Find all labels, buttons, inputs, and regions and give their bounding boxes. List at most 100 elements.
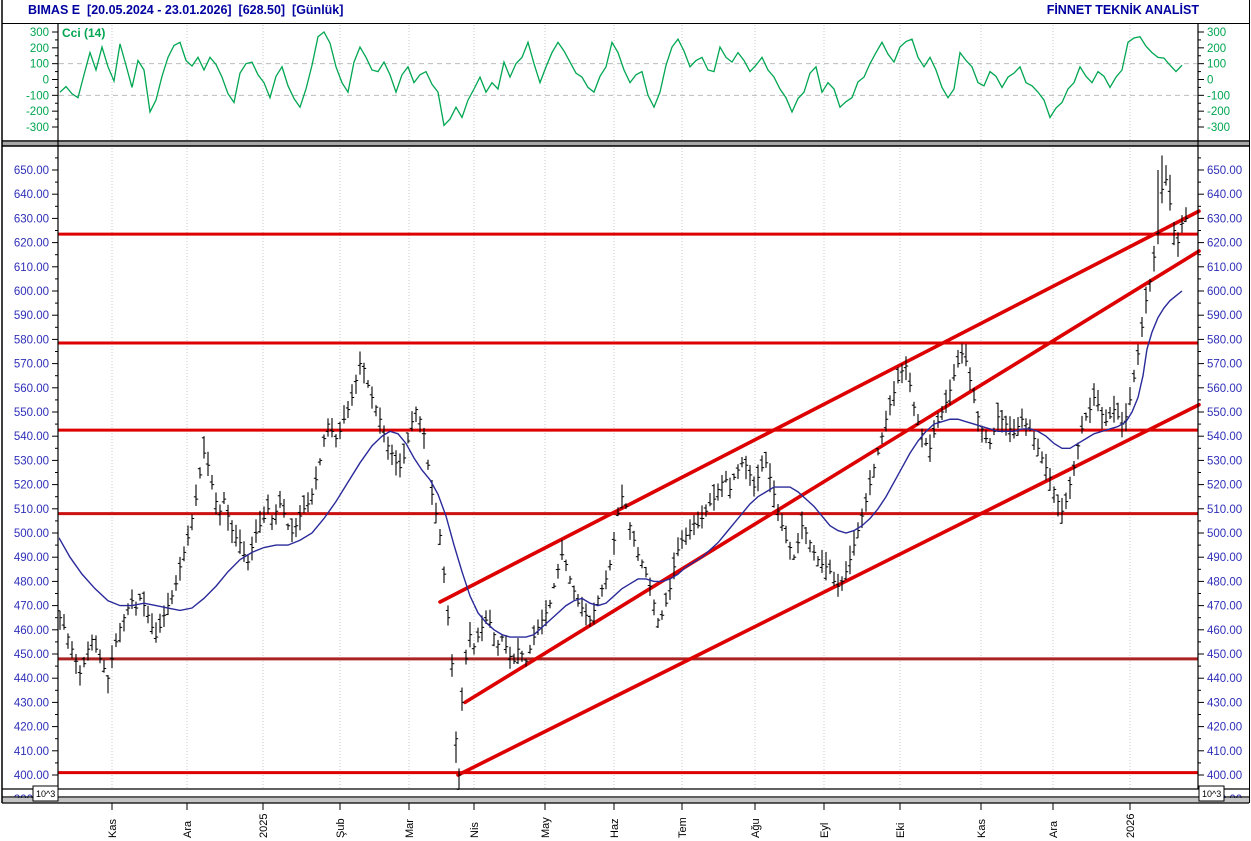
price-axis-label-right: 450.00 bbox=[1207, 649, 1242, 661]
chart-titlebar: BIMAS E [20.05.2024 - 23.01.2026] [628.5… bbox=[0, 0, 1251, 23]
price-axis-label-left: 560.00 bbox=[14, 383, 49, 395]
x-axis-month-label: Eki bbox=[895, 823, 907, 838]
price-axis-label-right: 420.00 bbox=[1207, 722, 1242, 734]
ma-line bbox=[59, 290, 1183, 638]
cci-axis-label-left: 300 bbox=[30, 27, 49, 39]
price-axis-label-left: 650.00 bbox=[14, 165, 49, 177]
price-axis-label-right: 480.00 bbox=[1207, 576, 1242, 588]
price-axis-label-right: 520.00 bbox=[1207, 480, 1242, 492]
price-axis-label-left: 470.00 bbox=[14, 601, 49, 613]
price-axis-label-left: 420.00 bbox=[14, 722, 49, 734]
price-axis-label-left: 430.00 bbox=[14, 697, 49, 709]
price-axis-label-right: 610.00 bbox=[1207, 262, 1242, 274]
price-axis-label-right: 600.00 bbox=[1207, 286, 1242, 298]
cci-axis-label-right: -100 bbox=[1207, 90, 1230, 102]
cci-axis-label-right: 0 bbox=[1207, 75, 1213, 87]
price-axis-label-left: 530.00 bbox=[14, 455, 49, 467]
scale-badge-right-box bbox=[1198, 785, 1225, 802]
scale-badge-right: 10^3 bbox=[1198, 785, 1225, 802]
x-axis-month-label: Kas bbox=[976, 819, 988, 838]
price-axis-label-right: 440.00 bbox=[1207, 673, 1242, 685]
x-axis-month-label: Kas bbox=[107, 819, 119, 838]
scale-badge-left-box bbox=[32, 785, 59, 802]
scale-badge-left: 10^3 bbox=[32, 785, 59, 802]
scale-badge-left-text: 10^3 bbox=[36, 789, 55, 799]
price-axis-label-left: 460.00 bbox=[14, 625, 49, 637]
x-axis-month-label: Haz bbox=[609, 818, 621, 838]
cci-axis-label-left: 0 bbox=[43, 75, 49, 87]
price-axis-label-left: 480.00 bbox=[14, 576, 49, 588]
price-axis-label-right: 560.00 bbox=[1207, 383, 1242, 395]
price-axis-label-left: 410.00 bbox=[14, 746, 49, 758]
trend-channel-line bbox=[456, 402, 1201, 777]
price-axis-label-right: 570.00 bbox=[1207, 359, 1242, 371]
price-axis-label-right: 630.00 bbox=[1207, 213, 1242, 225]
cci-label: Cci (14) bbox=[62, 26, 105, 40]
brand-title: FİNNET TEKNİK ANALİST bbox=[1046, 3, 1199, 17]
price-axis-label-right: 580.00 bbox=[1207, 334, 1242, 346]
cci-axis-label-right: 300 bbox=[1207, 27, 1226, 39]
cci-layer bbox=[59, 31, 1183, 127]
price-axis-label-right: 410.00 bbox=[1207, 746, 1242, 758]
price-axis-label-right: 430.00 bbox=[1207, 697, 1242, 709]
cci-axis-label-left: -200 bbox=[26, 106, 49, 118]
price-axis-label-right: 550.00 bbox=[1207, 407, 1242, 419]
cci-line bbox=[59, 31, 1183, 127]
cci-axis-label-right: -300 bbox=[1207, 122, 1230, 134]
x-axis-month-label: Ara bbox=[1048, 820, 1060, 838]
price-axis-label-left: 570.00 bbox=[14, 359, 49, 371]
cci-axis-label-left: -300 bbox=[26, 122, 49, 134]
price-axis-label-left: 550.00 bbox=[14, 407, 49, 419]
instrument-title: BIMAS E [20.05.2024 - 23.01.2026] [628.5… bbox=[28, 3, 344, 17]
price-axis-label-left: 580.00 bbox=[14, 334, 49, 346]
price-axis-label-left: 540.00 bbox=[14, 431, 49, 443]
price-axis-label-right: 640.00 bbox=[1207, 189, 1242, 201]
trend-channel-line bbox=[438, 209, 1201, 604]
cci-axis-label-right: 100 bbox=[1207, 59, 1226, 71]
price-axis-label-left: 490.00 bbox=[14, 552, 49, 564]
price-axis-label-right: 500.00 bbox=[1207, 528, 1242, 540]
x-axis-month-label: Nis bbox=[469, 822, 481, 838]
price-axis-label-right: 490.00 bbox=[1207, 552, 1242, 564]
x-axis-month-label: 2025 bbox=[258, 814, 270, 838]
cci-axis-label-left: -100 bbox=[26, 90, 49, 102]
x-axis-month-label: Eyl bbox=[819, 823, 831, 838]
price-axis-label-right: 510.00 bbox=[1207, 504, 1242, 516]
ma-layer bbox=[59, 290, 1183, 638]
cci-axis-label-right: 200 bbox=[1207, 43, 1226, 55]
x-axis-month-label: Şub bbox=[335, 818, 347, 838]
price-axis-label-left: 600.00 bbox=[14, 286, 49, 298]
x-axis-month-label: Ara bbox=[182, 820, 194, 838]
price-axis-label-left: 620.00 bbox=[14, 238, 49, 250]
cci-axis-label-right: -200 bbox=[1207, 106, 1230, 118]
cci-axis-label-left: 200 bbox=[30, 43, 49, 55]
price-axis-label-right: 530.00 bbox=[1207, 455, 1242, 467]
price-axis-label-right: 650.00 bbox=[1207, 165, 1242, 177]
x-axis-month-label: Mar bbox=[404, 819, 416, 838]
price-axis-label-left: 440.00 bbox=[14, 673, 49, 685]
price-axis-label-left: 610.00 bbox=[14, 262, 49, 274]
price-axis-label-left: 400.00 bbox=[14, 770, 49, 782]
price-axis-label-left: 630.00 bbox=[14, 213, 49, 225]
price-axis-label-right: 540.00 bbox=[1207, 431, 1242, 443]
trend-channel-line bbox=[463, 249, 1201, 705]
price-axis-label-right: 620.00 bbox=[1207, 238, 1242, 250]
price-axis-label-left: 640.00 bbox=[14, 189, 49, 201]
x-axis-month-label: 2026 bbox=[1125, 814, 1137, 838]
price-axis-label-left: 450.00 bbox=[14, 649, 49, 661]
price-axis-label-right: 460.00 bbox=[1207, 625, 1242, 637]
x-axis-month-label: May bbox=[540, 817, 552, 838]
cci-axis-label-left: 100 bbox=[30, 59, 49, 71]
pane-splitter bbox=[2, 142, 1249, 146]
price-axis-label-right: 470.00 bbox=[1207, 601, 1242, 613]
x-axis-month-label: Ağu bbox=[750, 818, 762, 838]
scale-badge-right-text: 10^3 bbox=[1202, 789, 1221, 799]
bottom-strip bbox=[2, 798, 1249, 803]
price-axis-label-left: 500.00 bbox=[14, 528, 49, 540]
price-axis-label-right: 590.00 bbox=[1207, 310, 1242, 322]
price-axis-label-left: 510.00 bbox=[14, 504, 49, 516]
price-axis-label-right: 400.00 bbox=[1207, 770, 1242, 782]
